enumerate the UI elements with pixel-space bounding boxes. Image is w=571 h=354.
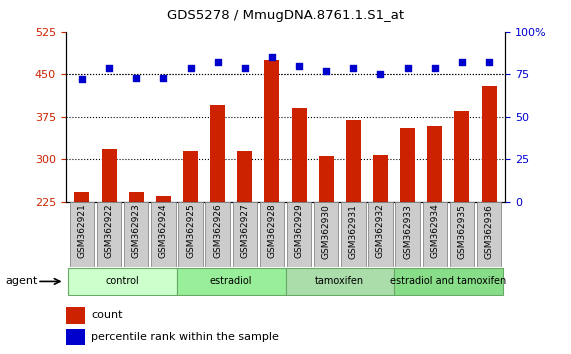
Text: GSM362924: GSM362924 [159, 204, 168, 258]
Bar [74, 192, 90, 329]
FancyBboxPatch shape [368, 202, 393, 267]
FancyBboxPatch shape [477, 202, 501, 267]
Text: percentile rank within the sample: percentile rank within the sample [91, 332, 279, 342]
Text: tamoxifen: tamoxifen [315, 276, 364, 286]
Bar [481, 86, 497, 329]
Bar [156, 195, 171, 329]
FancyBboxPatch shape [260, 202, 284, 267]
Point [376, 72, 385, 77]
Point [295, 63, 304, 69]
Text: GSM362934: GSM362934 [431, 204, 439, 258]
FancyBboxPatch shape [151, 202, 176, 267]
Bar [373, 155, 388, 329]
FancyBboxPatch shape [232, 202, 257, 267]
FancyBboxPatch shape [286, 268, 394, 295]
Point [430, 65, 439, 70]
Point [267, 55, 276, 60]
Point [186, 65, 195, 70]
Point [78, 76, 87, 82]
Bar [427, 126, 442, 329]
Point [132, 75, 141, 81]
Point [321, 68, 331, 74]
Point [349, 65, 358, 70]
FancyBboxPatch shape [314, 202, 339, 267]
FancyBboxPatch shape [124, 202, 148, 267]
Bar [319, 156, 333, 329]
Bar [264, 60, 279, 329]
FancyBboxPatch shape [206, 202, 230, 267]
Text: GDS5278 / MmugDNA.8761.1.S1_at: GDS5278 / MmugDNA.8761.1.S1_at [167, 9, 404, 22]
FancyBboxPatch shape [69, 268, 177, 295]
Bar [400, 128, 415, 329]
FancyBboxPatch shape [287, 202, 311, 267]
FancyBboxPatch shape [341, 202, 365, 267]
Bar [129, 192, 144, 329]
Bar [183, 151, 198, 329]
Text: GSM362930: GSM362930 [321, 204, 331, 259]
Bar [66, 329, 85, 345]
Text: GSM362927: GSM362927 [240, 204, 250, 258]
Text: GSM362926: GSM362926 [213, 204, 222, 258]
FancyBboxPatch shape [423, 202, 447, 267]
Text: count: count [91, 310, 123, 320]
Text: GSM362935: GSM362935 [457, 204, 467, 259]
Point [403, 65, 412, 70]
Bar [66, 307, 85, 324]
FancyBboxPatch shape [177, 268, 286, 295]
FancyBboxPatch shape [394, 268, 502, 295]
Text: control: control [106, 276, 139, 286]
Text: estradiol: estradiol [210, 276, 252, 286]
Point [240, 65, 250, 70]
FancyBboxPatch shape [450, 202, 474, 267]
Bar [210, 105, 225, 329]
Bar [102, 149, 116, 329]
Text: GSM362928: GSM362928 [267, 204, 276, 258]
Text: GSM362936: GSM362936 [485, 204, 493, 259]
Point [484, 59, 493, 65]
Text: GSM362933: GSM362933 [403, 204, 412, 259]
Text: estradiol and tamoxifen: estradiol and tamoxifen [390, 276, 506, 286]
Bar [346, 120, 361, 329]
FancyBboxPatch shape [70, 202, 94, 267]
Text: GSM362921: GSM362921 [78, 204, 86, 258]
Text: GSM362931: GSM362931 [349, 204, 358, 259]
Text: GSM362925: GSM362925 [186, 204, 195, 258]
Text: GSM362929: GSM362929 [295, 204, 304, 258]
Text: GSM362922: GSM362922 [104, 204, 114, 258]
FancyBboxPatch shape [97, 202, 121, 267]
Text: GSM362923: GSM362923 [132, 204, 140, 258]
Text: GSM362932: GSM362932 [376, 204, 385, 258]
Bar [238, 151, 252, 329]
Bar [455, 111, 469, 329]
Point [159, 75, 168, 81]
Bar [292, 108, 307, 329]
FancyBboxPatch shape [178, 202, 203, 267]
Point [213, 59, 222, 65]
Point [104, 65, 114, 70]
Point [457, 59, 467, 65]
FancyBboxPatch shape [395, 202, 420, 267]
Text: agent: agent [6, 276, 38, 286]
